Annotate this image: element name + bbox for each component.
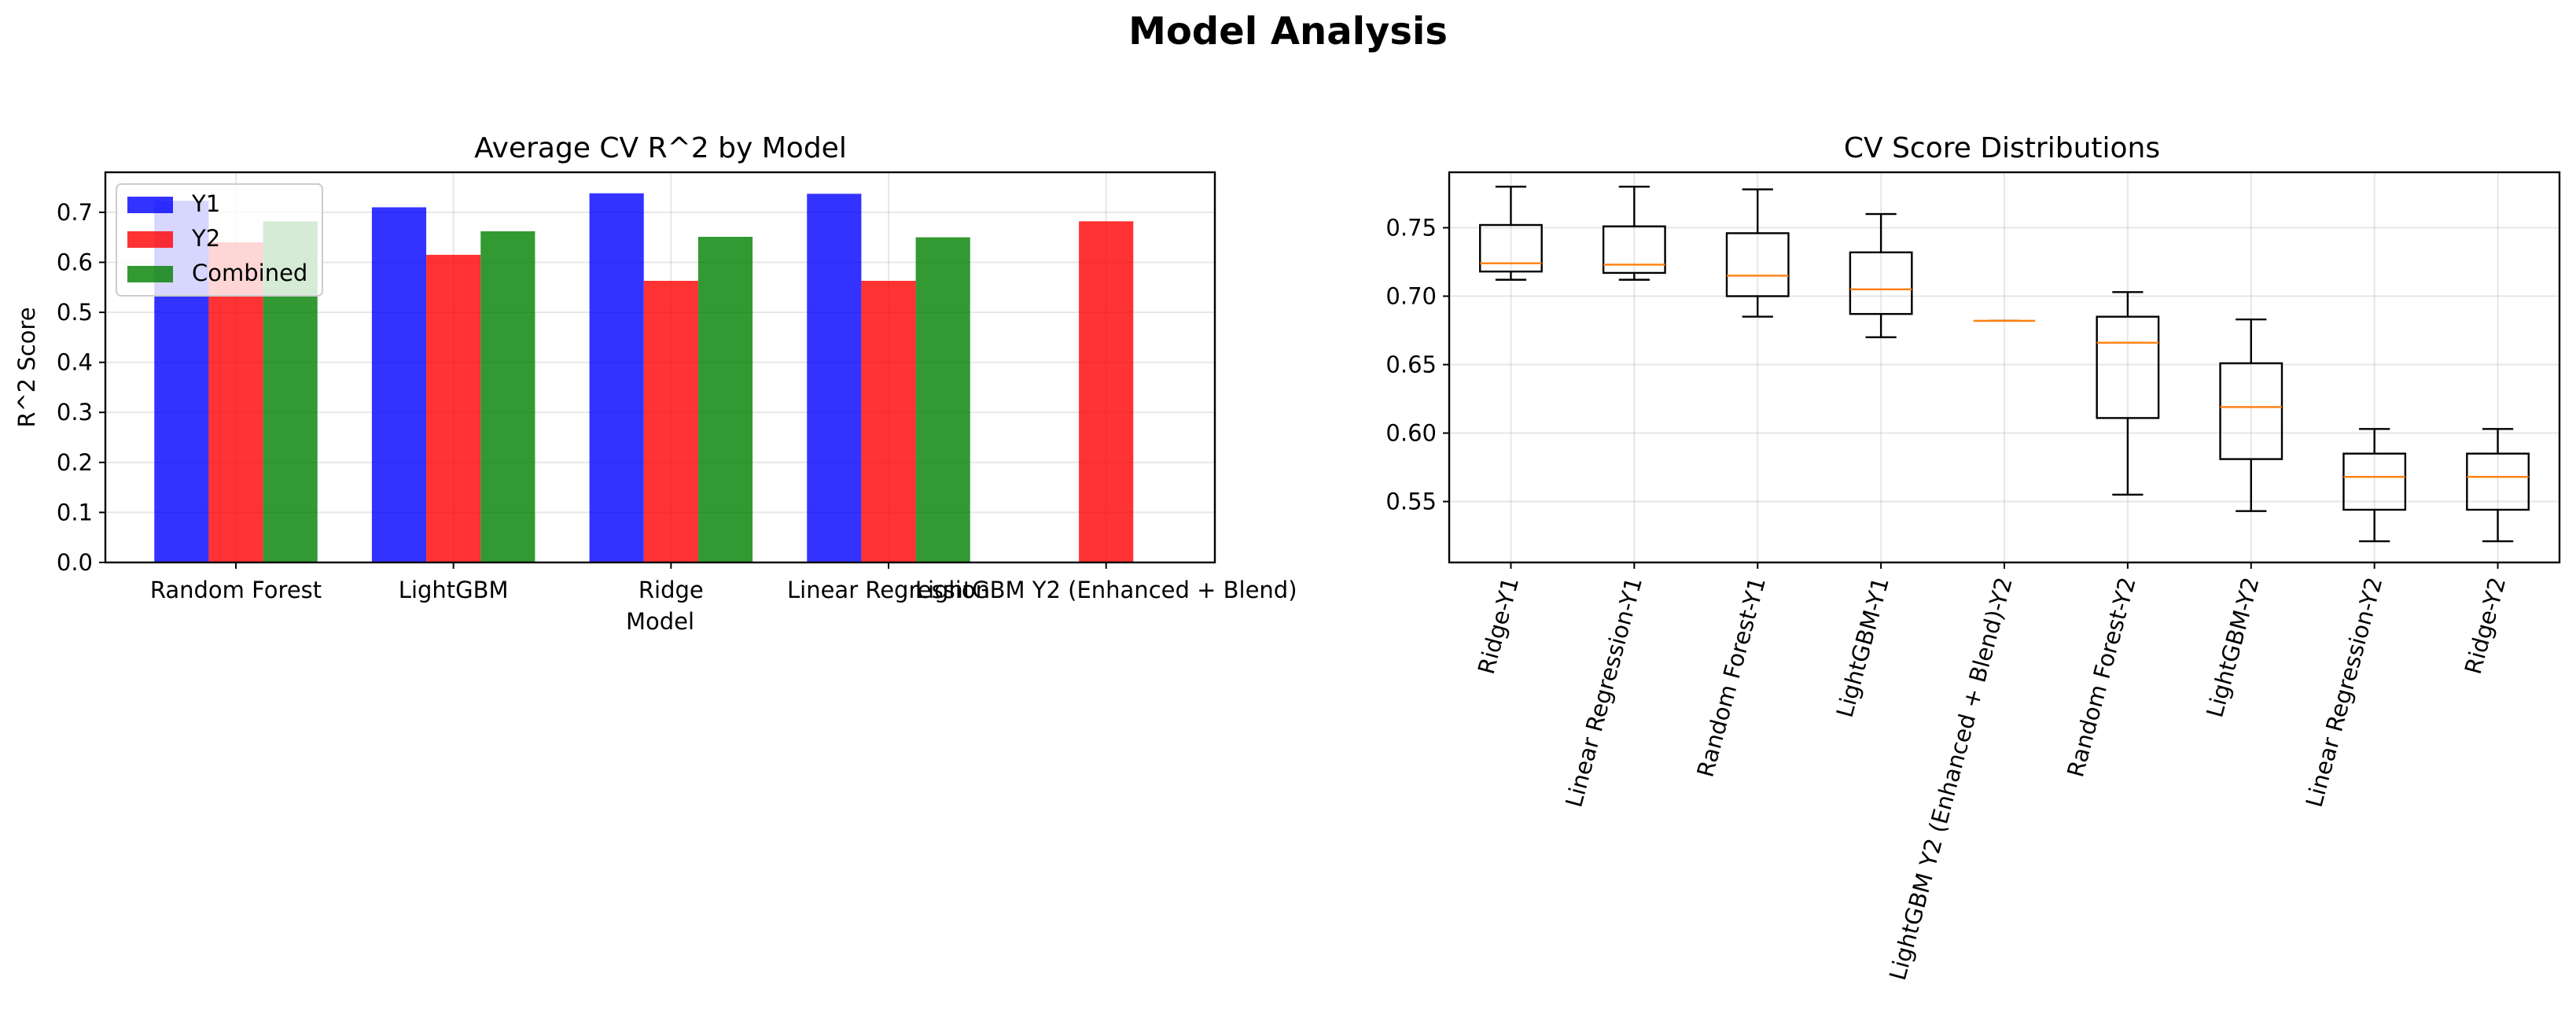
box-5 — [2096, 291, 2160, 496]
bar-chart-panel: Average CV R^2 by Model 0.00.10.20.30.40… — [13, 132, 1297, 635]
bar-chart-frame — [104, 171, 1216, 564]
box-6 — [2219, 318, 2283, 512]
box-iqr — [1849, 251, 1913, 315]
legend-swatch-y2 — [127, 231, 173, 248]
bar-y-tick-label: 0.0 — [57, 549, 93, 576]
box-7 — [2342, 428, 2407, 543]
box-0 — [1479, 186, 1543, 281]
bar-chart-x-axis-label: Model — [626, 608, 694, 635]
bar-y2-1 — [426, 254, 481, 562]
figure-title: Model Analysis — [1128, 9, 1448, 53]
bar-x-tick-label: Ridge — [638, 577, 704, 603]
bar-x-tick-label: LightGBM Y2 (Enhanced + Blend) — [915, 577, 1297, 603]
bar-chart-title: Average CV R^2 by Model — [474, 132, 847, 164]
bar-y-tick-label: 0.4 — [57, 349, 93, 376]
box-iqr — [1479, 223, 1543, 273]
bar-y-tick-label: 0.2 — [57, 449, 93, 476]
bar-combined-2 — [697, 237, 753, 562]
box-plot-boxes — [1479, 186, 2530, 543]
box-plot-grid — [1449, 172, 2559, 562]
bar-combined-3 — [915, 237, 970, 562]
bar-chart-legend: Y1 Y2 Combined — [116, 183, 323, 297]
bar-y-tick-label: 0.5 — [57, 299, 93, 326]
bar-y2-4 — [1079, 221, 1134, 562]
bar-y1-2 — [589, 193, 644, 562]
bar-chart-y-axis-label: R^2 Score — [13, 307, 40, 427]
legend-label-y1: Y1 — [191, 190, 220, 217]
box-iqr — [2342, 452, 2407, 511]
legend-label-combined: Combined — [192, 260, 307, 286]
bar-y-tick-label: 0.7 — [57, 199, 93, 226]
box-plot-frame — [1448, 171, 2561, 564]
bar-chart-y-ticks: 0.0 0.1 0.2 0.3 0.4 0.5 0.6 0.7 — [57, 199, 105, 576]
box-8 — [2466, 428, 2530, 543]
bar-x-tick-label: LightGBM — [399, 577, 509, 603]
legend-swatch-combined — [127, 266, 173, 282]
box-iqr — [2466, 452, 2530, 511]
box-iqr — [2219, 362, 2283, 460]
box-y-tick-label: 0.65 — [1386, 352, 1437, 378]
bar-y-tick-label: 0.3 — [57, 399, 93, 426]
bar-y1-1 — [371, 207, 427, 562]
box-y-tick-label: 0.75 — [1386, 214, 1437, 241]
box-iqr — [1725, 232, 1790, 297]
box-plot-title: CV Score Distributions — [1844, 132, 2160, 164]
bar-x-tick-label: Linear Regression — [787, 577, 990, 603]
bar-y1-3 — [807, 194, 862, 563]
bar-combined-1 — [480, 231, 535, 562]
box-y-tick-label: 0.55 — [1386, 489, 1437, 515]
box-2 — [1725, 188, 1790, 318]
bar-x-tick-label: Random Forest — [150, 577, 322, 603]
bar-y2-2 — [643, 280, 698, 562]
bar-chart-x-ticks: Random Forest LightGBM Ridge Linear Regress… — [150, 562, 1297, 603]
box-y-tick-label: 0.60 — [1386, 420, 1437, 447]
legend-label-y2: Y2 — [191, 225, 220, 252]
box-iqr — [1602, 225, 1666, 275]
bar-y2-3 — [861, 280, 916, 562]
box-iqr — [2096, 315, 2160, 419]
box-3 — [1849, 212, 1913, 338]
box-plot-y-ticks: 0.55 0.60 0.65 0.70 0.75 — [1386, 214, 1449, 515]
box-y-tick-label: 0.70 — [1386, 283, 1437, 310]
box-1 — [1602, 186, 1666, 281]
legend-swatch-y1 — [127, 197, 173, 213]
bar-y-tick-label: 0.6 — [57, 249, 93, 275]
bar-y-tick-label: 0.1 — [57, 499, 93, 525]
bar-chart-bars — [154, 193, 1134, 563]
